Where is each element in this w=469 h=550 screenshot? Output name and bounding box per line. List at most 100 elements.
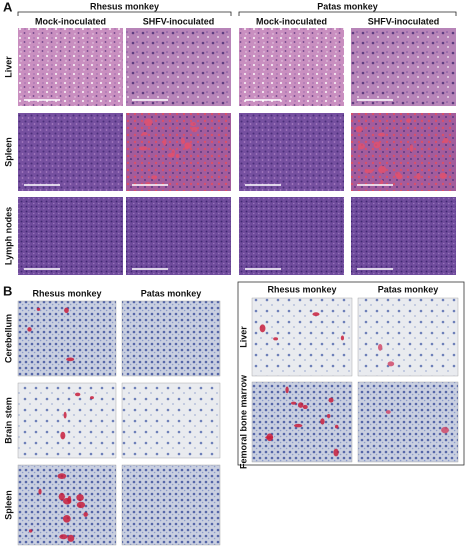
row-label: Cerebellum <box>3 314 13 363</box>
row-label: Brain stem <box>3 397 13 444</box>
stain <box>180 137 185 145</box>
stain <box>302 404 308 410</box>
stain <box>27 327 32 332</box>
column-title: Rhesus monkey <box>32 288 101 298</box>
stain <box>364 169 373 174</box>
column-title: Patas monkey <box>378 284 439 294</box>
column-title: SHFV-inoculated <box>143 16 215 26</box>
stain <box>38 488 42 495</box>
stain <box>191 126 198 133</box>
panel-label: B <box>3 283 12 298</box>
column-title: Patas monkey <box>141 288 202 298</box>
stain <box>285 386 289 394</box>
stain <box>28 529 33 533</box>
stain <box>290 401 297 405</box>
stain <box>63 411 67 419</box>
stain <box>273 337 279 341</box>
row-label: Femoral bone marrow <box>238 374 248 469</box>
stain <box>380 179 384 185</box>
stain <box>357 143 365 150</box>
column-title: Mock-inoculated <box>35 16 106 26</box>
stain <box>36 307 41 311</box>
stain <box>162 138 167 146</box>
stain <box>387 361 395 367</box>
stain <box>409 144 414 153</box>
group-title: Rhesus monkey <box>90 1 159 11</box>
micrograph <box>251 297 353 377</box>
micrograph <box>18 113 123 191</box>
micrograph <box>17 464 117 546</box>
stain <box>439 172 447 179</box>
stain <box>83 512 88 517</box>
stain <box>334 424 339 429</box>
micrograph <box>126 113 231 191</box>
micrograph <box>121 382 221 459</box>
micrograph <box>351 197 456 275</box>
stain <box>326 413 331 419</box>
panel-label: A <box>3 0 13 14</box>
micrograph <box>17 300 117 377</box>
stain <box>293 423 303 428</box>
micrograph <box>351 28 456 106</box>
stain <box>138 146 148 151</box>
stain <box>167 153 175 158</box>
stain <box>175 153 180 159</box>
stain <box>64 307 69 313</box>
micrograph <box>126 28 231 106</box>
stain <box>76 494 84 502</box>
micrograph <box>121 464 221 546</box>
stain <box>59 534 68 540</box>
micrograph <box>239 28 344 106</box>
stain <box>58 492 65 501</box>
micrograph <box>239 113 344 191</box>
bracket <box>17 11 232 16</box>
stain <box>333 448 339 457</box>
micrograph <box>126 197 231 275</box>
stain <box>297 402 304 408</box>
row-label: Liver <box>3 56 13 78</box>
micrograph <box>351 113 456 191</box>
column-title: SHFV-inoculated <box>368 16 440 26</box>
stain <box>60 431 66 440</box>
micrograph <box>239 197 344 275</box>
stain <box>57 473 67 480</box>
stain <box>385 410 391 414</box>
stain <box>443 137 449 144</box>
stain <box>416 172 421 180</box>
row-label: Lymph nodes <box>3 207 13 265</box>
stain <box>340 335 345 341</box>
micrograph <box>121 300 221 377</box>
row-label: Spleen <box>3 137 13 167</box>
row-label: Spleen <box>3 490 13 520</box>
stain <box>62 515 71 523</box>
stain <box>266 433 274 442</box>
micrograph <box>18 28 123 106</box>
micrograph <box>357 297 459 377</box>
stain <box>151 175 158 180</box>
stain <box>373 141 381 149</box>
stain <box>141 132 148 136</box>
micrograph <box>251 381 353 463</box>
stain <box>74 392 81 397</box>
stain <box>396 173 403 180</box>
micrograph <box>357 381 459 463</box>
stain <box>190 121 197 127</box>
stain <box>63 497 72 505</box>
micrograph <box>17 382 117 459</box>
group-title: Patas monkey <box>317 1 378 11</box>
stain <box>328 397 334 403</box>
stain <box>67 534 75 542</box>
stain <box>259 324 266 333</box>
stain <box>320 418 325 425</box>
stain <box>89 396 94 400</box>
column-title: Mock-inoculated <box>256 16 327 26</box>
stain <box>66 357 75 362</box>
stain <box>377 344 383 351</box>
stain <box>312 312 320 317</box>
stain <box>184 142 192 149</box>
stain <box>378 165 387 174</box>
stain <box>406 118 412 123</box>
group-box <box>237 281 465 466</box>
stain <box>144 118 153 127</box>
